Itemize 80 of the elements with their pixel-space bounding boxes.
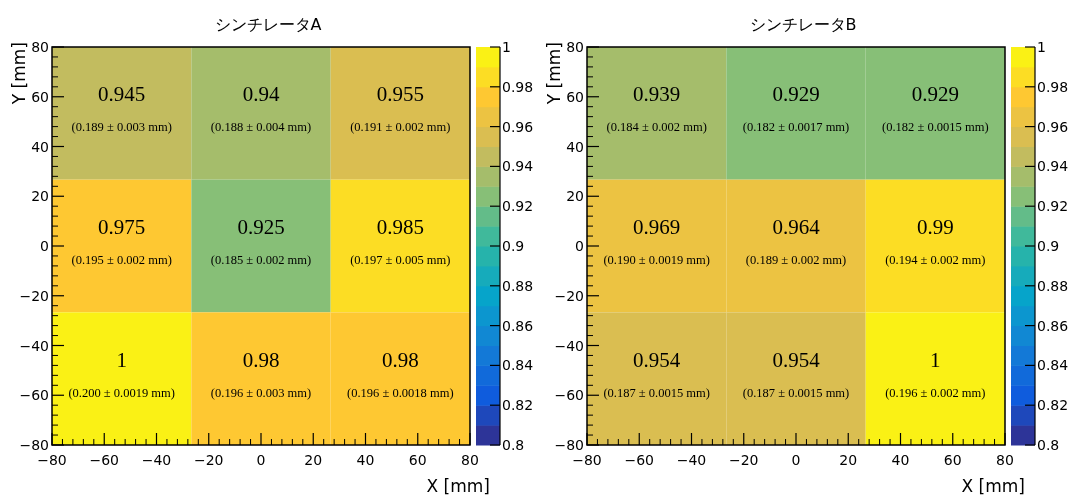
x-tick-label: 0 xyxy=(791,452,801,468)
color-bar-label: 0.9 xyxy=(1037,238,1060,254)
y-tick-label: −80 xyxy=(19,437,49,453)
x-tick-label: 20 xyxy=(839,452,858,468)
y-tick-label: −40 xyxy=(554,337,584,354)
x-tick-label: 0 xyxy=(256,452,266,468)
color-bar-label: 0.9 xyxy=(502,238,525,254)
y-tick-label: 40 xyxy=(566,138,584,155)
color-bar-label: 0.82 xyxy=(1037,397,1069,414)
y-axis-title: Y [mm] xyxy=(9,42,29,106)
data-label: 0.964 (0.189 ± 0.002 mm) xyxy=(745,215,847,267)
x-tick-label: 80 xyxy=(996,452,1014,468)
y-tick-label: −40 xyxy=(19,337,49,354)
y-tick-label: 0 xyxy=(575,238,584,254)
data-label: 0.925 (0.185 ± 0.002 mm) xyxy=(210,215,312,267)
color-bar-label: 0.94 xyxy=(1037,158,1069,175)
y-tick-label: 80 xyxy=(566,39,584,55)
data-label: 0.954 (0.187 ± 0.0015 mm) xyxy=(742,347,850,400)
data-label: 0.94 (0.188 ± 0.004 mm) xyxy=(210,82,312,135)
color-bar-label: 0.8 xyxy=(502,437,525,453)
data-label: 1 (0.196 ± 0.002 mm) xyxy=(885,347,986,400)
color-bar-label: 0.84 xyxy=(1037,357,1069,374)
x-tick-label: 20 xyxy=(304,452,323,468)
x-tick-label: 40 xyxy=(356,452,375,468)
color-bar-label: 1 xyxy=(1037,39,1046,55)
y-axis-title: Y [mm] xyxy=(544,42,564,106)
chart-title: シンチレータB xyxy=(749,15,857,34)
y-tick-label: 20 xyxy=(31,188,49,205)
color-bar-label: 1 xyxy=(502,39,511,55)
x-tick-label: −40 xyxy=(141,452,172,468)
y-tick-label: −60 xyxy=(19,387,49,404)
data-label: 0.929 (0.182 ± 0.0017 mm) xyxy=(742,82,850,135)
x-axis-title: X [mm] xyxy=(961,476,1025,496)
data-label: 0.985 (0.197 ± 0.005 mm) xyxy=(350,215,451,267)
x-tick-label: 60 xyxy=(408,452,427,468)
color-bar-label: 0.96 xyxy=(502,118,534,135)
color-bar-label: 0.96 xyxy=(1037,118,1069,135)
color-bar-label: 0.86 xyxy=(1037,317,1069,334)
x-tick-label: 80 xyxy=(461,452,479,468)
color-bar-label: 0.98 xyxy=(502,78,534,95)
data-label: 0.929 (0.182 ± 0.0015 mm) xyxy=(882,82,989,135)
color-bar-label: 0.92 xyxy=(502,198,534,215)
data-label: 0.99 (0.194 ± 0.002 mm) xyxy=(885,215,986,267)
color-bar-label: 0.92 xyxy=(1037,198,1069,215)
x-tick-label: −60 xyxy=(89,452,120,468)
color-bar-label: 0.8 xyxy=(1037,437,1060,453)
data-label: 0.975 (0.195 ± 0.002 mm) xyxy=(71,215,172,267)
x-tick-label: −20 xyxy=(728,452,759,468)
color-bar-label: 0.94 xyxy=(502,158,534,175)
y-tick-label: 20 xyxy=(566,188,584,205)
x-tick-label: 40 xyxy=(891,452,910,468)
data-label: 0.955 (0.191 ± 0.002 mm) xyxy=(350,82,451,135)
color-bar-label: 0.82 xyxy=(502,397,534,414)
x-axis-title: X [mm] xyxy=(426,476,490,496)
color-bar-label: 0.98 xyxy=(1037,78,1069,95)
y-tick-label: 60 xyxy=(31,88,49,105)
data-label: 1 (0.200 ± 0.0019 mm) xyxy=(68,347,175,400)
x-tick-label: −20 xyxy=(193,452,224,468)
y-tick-label: 40 xyxy=(31,138,49,155)
y-tick-label: 80 xyxy=(31,39,49,55)
y-tick-label: −60 xyxy=(554,387,584,404)
x-tick-label: −40 xyxy=(676,452,707,468)
color-bar-label: 0.88 xyxy=(502,277,534,294)
data-label: 0.98 (0.196 ± 0.0018 mm) xyxy=(347,347,454,400)
x-tick-label: −60 xyxy=(624,452,655,468)
data-label: 0.939 (0.184 ± 0.002 mm) xyxy=(606,82,707,135)
data-label: 0.98 (0.196 ± 0.003 mm) xyxy=(210,347,312,400)
y-tick-label: −80 xyxy=(554,437,584,453)
y-tick-label: −20 xyxy=(19,287,49,304)
color-bar-label: 0.88 xyxy=(1037,277,1069,294)
data-label: 0.945 (0.189 ± 0.003 mm) xyxy=(71,82,172,135)
y-tick-label: 60 xyxy=(566,88,584,105)
chart-title: シンチレータA xyxy=(214,15,322,34)
color-bar-label: 0.84 xyxy=(502,357,534,374)
data-label: 0.969 (0.190 ± 0.0019 mm) xyxy=(603,215,710,267)
x-tick-label: 60 xyxy=(943,452,962,468)
y-tick-label: −20 xyxy=(554,287,584,304)
data-label: 0.954 (0.187 ± 0.0015 mm) xyxy=(603,347,710,400)
color-bar-label: 0.86 xyxy=(502,317,534,334)
y-tick-label: 0 xyxy=(40,238,49,254)
